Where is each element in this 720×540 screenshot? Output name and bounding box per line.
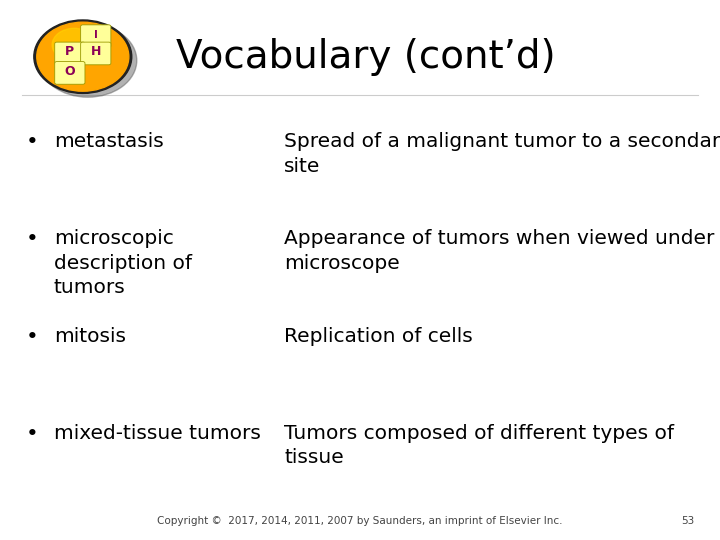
Text: Vocabulary (cont’d): Vocabulary (cont’d) [176,38,556,76]
Text: Copyright ©  2017, 2014, 2011, 2007 by Saunders, an imprint of Elsevier Inc.: Copyright © 2017, 2014, 2011, 2007 by Sa… [157,516,563,526]
Text: mixed-tissue tumors: mixed-tissue tumors [54,424,261,443]
Text: Tumors composed of different types of
tissue: Tumors composed of different types of ti… [284,424,675,467]
Text: microscopic
description of
tumors: microscopic description of tumors [54,230,192,297]
Text: O: O [65,65,75,78]
Text: Appearance of tumors when viewed under a
microscope: Appearance of tumors when viewed under a… [284,230,720,273]
Circle shape [37,22,129,91]
FancyBboxPatch shape [55,62,85,84]
Text: P: P [66,45,74,58]
Circle shape [34,20,132,93]
Circle shape [39,24,137,97]
Text: mitosis: mitosis [54,327,126,346]
Text: 53: 53 [682,516,695,526]
Text: I: I [94,30,98,39]
Circle shape [52,28,96,62]
FancyBboxPatch shape [81,25,111,48]
Text: Spread of a malignant tumor to a secondary
site: Spread of a malignant tumor to a seconda… [284,132,720,176]
Text: •: • [26,132,39,152]
FancyBboxPatch shape [81,42,111,65]
Text: •: • [26,424,39,444]
Text: Replication of cells: Replication of cells [284,327,473,346]
Text: metastasis: metastasis [54,132,163,151]
Text: •: • [26,327,39,347]
Text: H: H [91,45,101,58]
Text: •: • [26,230,39,249]
FancyBboxPatch shape [55,42,85,65]
